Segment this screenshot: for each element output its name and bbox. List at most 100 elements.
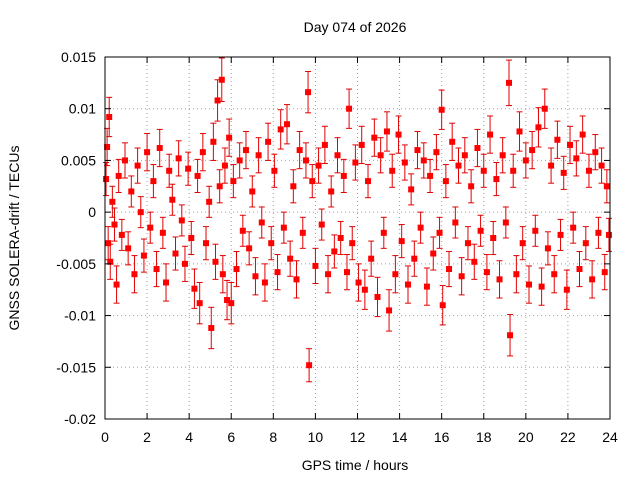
data-point — [529, 147, 536, 154]
data-point — [487, 131, 494, 138]
data-point — [105, 240, 112, 247]
data-point — [477, 227, 484, 234]
y-tick-label: -0.02 — [64, 411, 96, 427]
data-point — [309, 178, 316, 185]
data-point — [493, 176, 500, 183]
data-point — [551, 271, 558, 278]
x-tick-label: 12 — [350, 429, 366, 445]
data-point — [185, 165, 192, 172]
x-tick-label: 14 — [392, 429, 408, 445]
data-point — [525, 281, 532, 288]
data-point — [261, 279, 268, 286]
data-point — [377, 152, 384, 159]
y-tick-label: 0.015 — [61, 49, 96, 65]
data-point — [474, 145, 481, 152]
data-point — [436, 229, 443, 236]
data-point — [166, 167, 173, 174]
data-point — [589, 276, 596, 283]
data-point — [296, 147, 303, 154]
x-tick-label: 22 — [560, 429, 576, 445]
data-point — [274, 269, 281, 276]
data-point — [535, 124, 542, 131]
data-point — [496, 276, 503, 283]
data-point — [567, 141, 574, 148]
data-point — [374, 293, 381, 300]
x-tick-label: 16 — [434, 429, 450, 445]
y-tick-label: -0.015 — [56, 359, 96, 375]
data-point — [328, 188, 335, 195]
data-point — [346, 105, 353, 112]
data-point — [576, 266, 583, 273]
x-axis-ticks: 0 2 4 6 8 10 12 14 16 18 20 22 24 — [101, 57, 618, 445]
chart-title: Day 074 of 2026 — [304, 19, 407, 35]
data-point — [199, 149, 206, 156]
x-tick-label: 18 — [476, 429, 492, 445]
data-point — [398, 238, 405, 245]
data-point — [194, 172, 201, 179]
data-point — [255, 152, 262, 159]
data-point — [408, 186, 415, 193]
data-point — [277, 126, 284, 133]
data-point — [395, 131, 402, 138]
data-point — [125, 245, 132, 252]
data-point — [386, 307, 393, 314]
data-point — [212, 258, 219, 265]
data-point — [380, 229, 387, 236]
data-point — [383, 128, 390, 135]
data-point — [563, 286, 570, 293]
data-point — [150, 178, 157, 185]
data-point — [358, 141, 365, 148]
data-point — [103, 176, 110, 183]
data-point — [226, 134, 233, 141]
x-tick-label: 2 — [143, 429, 151, 445]
data-point — [598, 162, 605, 169]
data-point — [219, 271, 226, 278]
data-point — [271, 167, 278, 174]
data-point — [414, 147, 421, 154]
data-point — [507, 332, 514, 339]
data-point — [343, 269, 350, 276]
data-point — [455, 162, 462, 169]
data-point — [442, 178, 449, 185]
data-point — [216, 183, 223, 190]
data-point — [230, 178, 237, 185]
data-point — [392, 271, 399, 278]
x-tick-label: 6 — [227, 429, 235, 445]
data-point — [115, 172, 122, 179]
data-point — [522, 157, 529, 164]
data-point — [579, 131, 586, 138]
data-point — [299, 229, 306, 236]
x-axis-label: GPS time / hours — [302, 457, 409, 473]
data-point — [340, 172, 347, 179]
data-point — [452, 219, 459, 226]
data-point — [287, 255, 294, 262]
data-point — [163, 279, 170, 286]
y-tick-label: -0.01 — [64, 308, 96, 324]
data-point — [439, 302, 446, 309]
data-point — [137, 209, 144, 216]
data-point — [423, 283, 430, 290]
data-point — [188, 235, 195, 241]
data-point — [206, 198, 213, 205]
data-point — [144, 149, 151, 156]
data-point — [516, 128, 523, 135]
data-point — [156, 145, 163, 152]
data-point — [104, 143, 111, 150]
data-point — [172, 250, 179, 257]
x-tick-label: 24 — [602, 429, 618, 445]
data-point — [249, 188, 256, 195]
data-point — [325, 271, 332, 278]
data-point — [111, 221, 118, 228]
y-tick-label: -0.005 — [56, 256, 96, 272]
data-point — [605, 231, 612, 238]
data-point — [233, 266, 240, 273]
data-point — [573, 155, 580, 162]
data-point — [502, 219, 509, 226]
y-tick-label: 0 — [88, 204, 96, 220]
data-point — [178, 217, 185, 224]
data-point — [191, 285, 198, 292]
y-tick-label: 0.005 — [61, 152, 96, 168]
data-point — [107, 258, 114, 265]
data-point — [252, 273, 259, 280]
